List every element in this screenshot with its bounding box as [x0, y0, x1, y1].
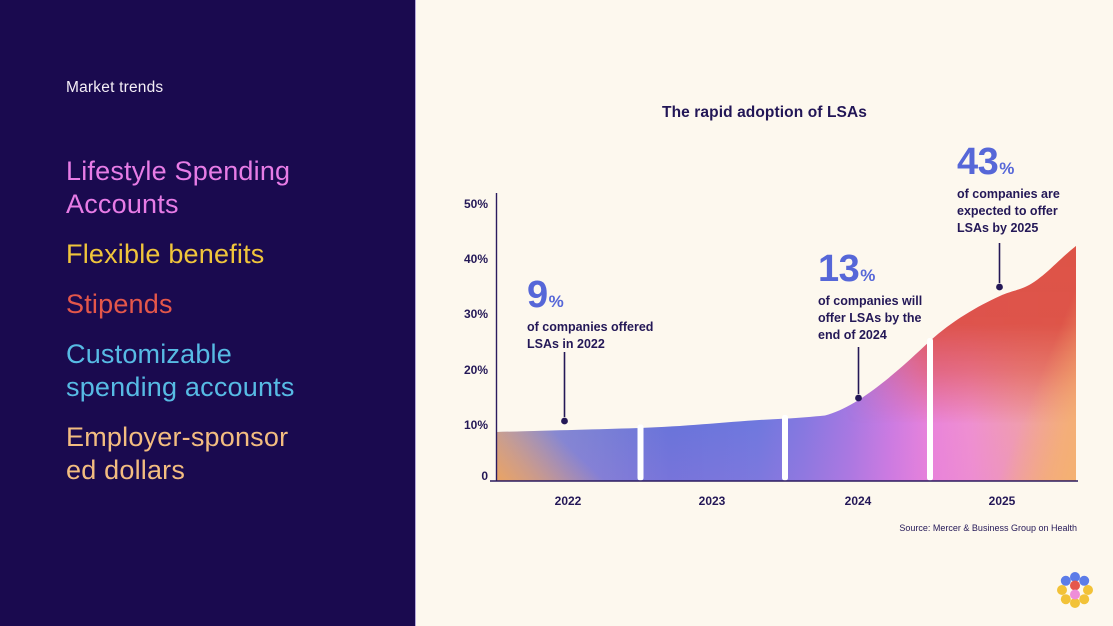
segment-divider-2024-2025 — [927, 338, 933, 481]
y-tick-30: 30% — [463, 307, 488, 321]
trend-item-employer-sponsored-dollars: Employer-sponsor ed dollars — [66, 422, 289, 485]
x-tick-2024: 2024 — [844, 494, 872, 508]
stat-note-13: of companies will offer LSAs by the end … — [818, 294, 923, 342]
x-tick-2023: 2023 — [698, 494, 726, 508]
annotation-13-percent: 13 % of companies will offer LSAs by the… — [818, 250, 933, 344]
segment-divider-2023-2024 — [782, 415, 788, 481]
stat-value-43: 43 — [957, 141, 999, 183]
trend-list: Lifestyle Spending Accounts Flexible ben… — [66, 155, 386, 504]
stat-value-13: 13 — [818, 248, 860, 290]
y-tick-0: 0 — [481, 469, 488, 483]
chart-title: The rapid adoption of LSAs — [662, 104, 867, 121]
stat-note-9: of companies offered LSAs in 2022 — [527, 320, 654, 351]
annotation-43-percent: 43 % of companies are expected to offer … — [957, 143, 1087, 237]
stat-note-43: of companies are expected to offer LSAs … — [957, 187, 1060, 235]
y-tick-40: 40% — [463, 252, 488, 266]
x-tick-2025: 2025 — [988, 494, 1016, 508]
trend-item-stipends: Stipends — [66, 289, 173, 319]
annotation-9-percent: 9 % of companies offered LSAs in 2022 — [527, 276, 662, 353]
eyebrow-label: Market trends — [66, 79, 164, 96]
segment-divider-2022-2023 — [637, 424, 644, 481]
stat-unit-43: % — [999, 159, 1015, 178]
x-tick-2022: 2022 — [554, 494, 582, 508]
y-tick-20: 20% — [463, 363, 488, 377]
source-attribution: Source: Mercer & Business Group on Healt… — [899, 523, 1077, 533]
stat-unit-9: % — [548, 292, 564, 311]
y-tick-10: 10% — [463, 418, 488, 432]
stat-unit-13: % — [860, 266, 876, 285]
trend-item-flexible-benefits: Flexible benefits — [66, 239, 265, 269]
stat-value-9: 9 — [527, 274, 548, 316]
trend-item-customizable-spending-accounts: Customizable spending accounts — [66, 339, 295, 402]
forma-flower-logo — [1057, 572, 1093, 608]
left-panel: Market trends Lifestyle Spending Account… — [0, 0, 416, 626]
trend-item-lifestyle-spending-accounts: Lifestyle Spending Accounts — [66, 156, 291, 219]
y-tick-50: 50% — [463, 197, 488, 211]
